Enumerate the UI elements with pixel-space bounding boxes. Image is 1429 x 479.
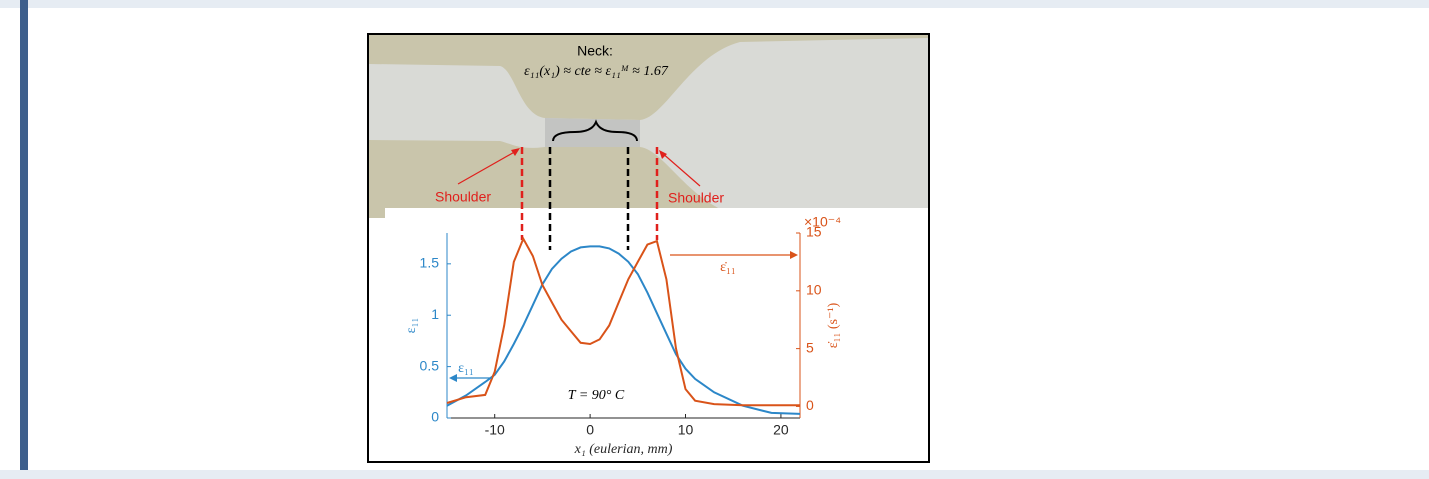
specimen [369,38,928,216]
y-tick-label: 1.5 [420,255,440,271]
arrow-head [790,251,798,259]
x-tick-label: 0 [586,422,594,438]
y-tick-label: 0 [431,409,439,425]
shoulder-arrow [457,149,519,185]
x-tick-label: -10 [485,422,505,438]
neck-brace [552,119,638,142]
plot-background [385,208,928,461]
y-tick-label: 1 [431,306,439,322]
x-tick-label: 10 [678,422,694,438]
shoulder-label: Shoulder [668,190,724,206]
series-arrow-label: ε₁₁ [458,361,474,376]
y2-scale-label: ×10⁻⁴ [804,214,841,230]
shoulder-arrow [660,151,701,187]
plot: -10 0 10 20 0 0.5 1 1.5 0 5 10 15×10⁻⁴ x₁ (eulerian,… [404,214,841,458]
arrow-head [511,148,520,156]
bottom-band [0,470,1429,479]
y2-tick-label: 10 [806,282,822,298]
arrow-head [449,374,457,382]
temperature-label: T = 90° C [568,388,625,403]
series-arrow-label: ε̇₁₁ [720,260,736,275]
arrow-head [659,150,667,159]
x-axis-label: x₁ (eulerian, mm) [574,442,673,457]
y2-axis-label: ε̇₁₁ (s⁻¹) [826,302,841,348]
y-tick-label: 0.5 [420,357,440,373]
y2-tick-label: 5 [806,339,814,355]
x-tick-label: 20 [773,422,789,438]
series-line [446,236,800,407]
y2-tick-label: 0 [806,397,814,413]
side-bar [20,0,28,470]
series-line [446,245,801,415]
figure: Shoulder Shoulder Neck: ε₁₁(x₁) ≈ cte ≈ … [367,33,930,463]
shoulder-label: Shoulder [435,189,491,205]
neck-region [545,118,640,147]
neck-label: Neck: [577,43,613,59]
y2-tick-label: 15 [806,224,822,240]
y-axis-label: ε₁₁ [404,318,419,334]
top-band [0,0,1429,8]
neck-formula: ε₁₁(x₁) ≈ cte ≈ ε₁₁ᴹ ≈ 1.67 [524,64,669,79]
